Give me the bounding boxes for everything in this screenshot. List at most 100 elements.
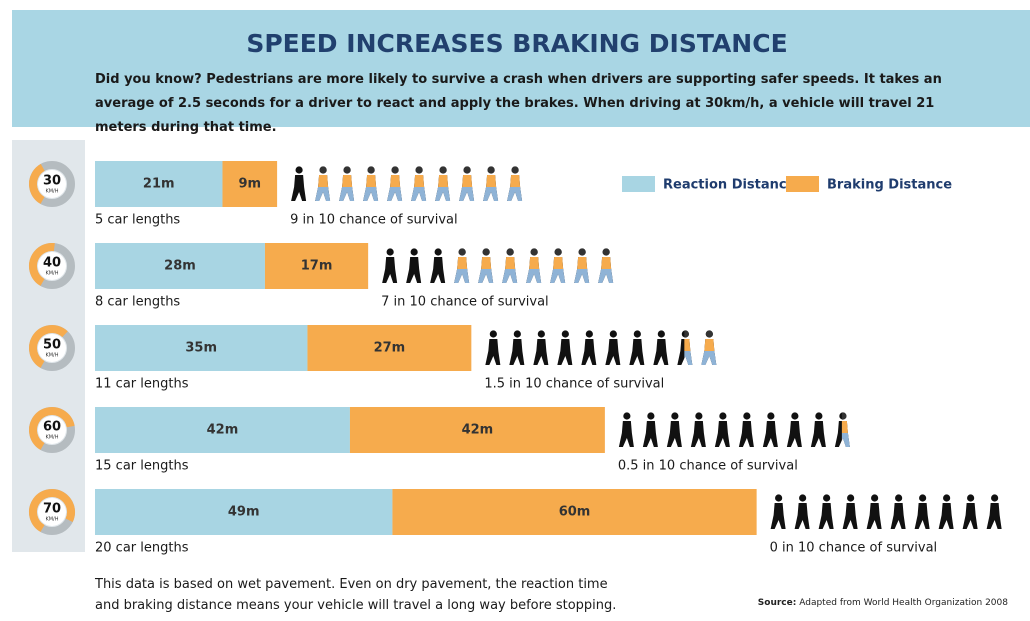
torso <box>941 503 952 515</box>
head <box>919 494 927 502</box>
chart-title: SPEED INCREASES BRAKING DISTANCE <box>246 29 787 58</box>
bar-label: 35m <box>185 341 217 356</box>
head <box>775 494 783 502</box>
bar-segment <box>95 489 393 535</box>
survival-icons <box>291 166 523 201</box>
torso <box>656 339 667 351</box>
subtitle-lead: Did you know? <box>95 72 202 87</box>
car-lengths: 8 car lengths <box>95 295 180 310</box>
legs <box>618 433 634 447</box>
torso <box>553 257 564 269</box>
survivor <box>502 248 518 283</box>
source-lead: Source: <box>757 598 797 608</box>
torso <box>765 421 776 433</box>
bar-label: 60m <box>559 505 591 520</box>
gauge-arc <box>28 243 75 289</box>
car-lengths: 20 car lengths <box>95 541 189 556</box>
torso <box>409 257 420 269</box>
gauge-arc <box>29 489 76 535</box>
legs <box>642 433 658 447</box>
torso <box>632 339 643 351</box>
bar-segment <box>349 407 605 453</box>
head <box>967 494 975 502</box>
gauge-face <box>38 170 66 198</box>
gauge-arc <box>28 325 75 371</box>
torso <box>621 421 632 433</box>
legs <box>701 351 717 365</box>
head <box>815 412 823 420</box>
torso <box>488 339 499 351</box>
torso <box>390 175 401 187</box>
legs <box>841 433 850 447</box>
survival-icons <box>485 330 717 365</box>
legs <box>786 433 802 447</box>
torso <box>414 175 425 187</box>
torso <box>318 175 329 187</box>
legs <box>485 351 501 365</box>
head <box>391 166 399 174</box>
speed-unit: KM/H <box>45 353 58 359</box>
torso <box>512 339 523 351</box>
head <box>439 166 447 174</box>
legs <box>339 187 355 201</box>
speed-label: 60 <box>43 420 61 435</box>
survivor <box>483 166 499 201</box>
head <box>841 412 847 420</box>
head <box>623 412 631 420</box>
subtitle-text: Pedestrians are more likely to survive a… <box>95 72 942 135</box>
torso <box>462 175 473 187</box>
head <box>743 412 751 420</box>
legs <box>666 433 682 447</box>
car-lengths: 15 car lengths <box>95 459 189 474</box>
legs <box>509 351 525 365</box>
torso <box>385 257 396 269</box>
source: Source: Adapted from World Health Organi… <box>758 598 1008 608</box>
torso <box>608 339 619 351</box>
head <box>767 412 775 420</box>
torso <box>917 503 928 515</box>
legs <box>507 187 523 201</box>
gauge-arc <box>28 161 75 207</box>
legs <box>738 433 754 447</box>
survivor <box>701 330 717 365</box>
legs <box>842 515 858 529</box>
torso <box>294 175 305 187</box>
head <box>343 166 351 174</box>
head <box>386 248 394 256</box>
legs <box>714 433 730 447</box>
head <box>295 166 303 174</box>
survival-label: 9 in 10 chance of survival <box>290 213 458 228</box>
legs <box>478 269 494 283</box>
legs <box>794 515 810 529</box>
torso <box>510 175 521 187</box>
speed-unit: KM/H <box>45 271 58 277</box>
torso <box>669 421 680 433</box>
legs <box>810 433 826 447</box>
legend-swatch <box>786 176 819 192</box>
bar-label: 42m <box>462 423 494 438</box>
legs <box>557 351 573 365</box>
head <box>847 494 855 502</box>
bar-segment <box>392 489 757 535</box>
bar-segment <box>95 407 350 453</box>
survivor <box>387 166 403 201</box>
torso <box>536 339 547 351</box>
bar-label: 21m <box>143 177 175 192</box>
torso <box>741 421 752 433</box>
legs <box>459 187 475 201</box>
survivor <box>315 166 331 201</box>
gauge-face <box>38 334 66 362</box>
bar-segment <box>222 161 278 207</box>
legs <box>598 269 614 283</box>
bar-segment <box>264 243 369 289</box>
gauge-arc <box>28 407 75 453</box>
legs <box>411 187 427 201</box>
gauge-face <box>38 416 66 444</box>
bar-label: 27m <box>374 341 406 356</box>
torso <box>717 421 728 433</box>
legs <box>962 515 978 529</box>
survivor <box>478 248 494 283</box>
survivor <box>684 330 693 365</box>
head <box>367 166 375 174</box>
survival-icons <box>770 494 1002 529</box>
